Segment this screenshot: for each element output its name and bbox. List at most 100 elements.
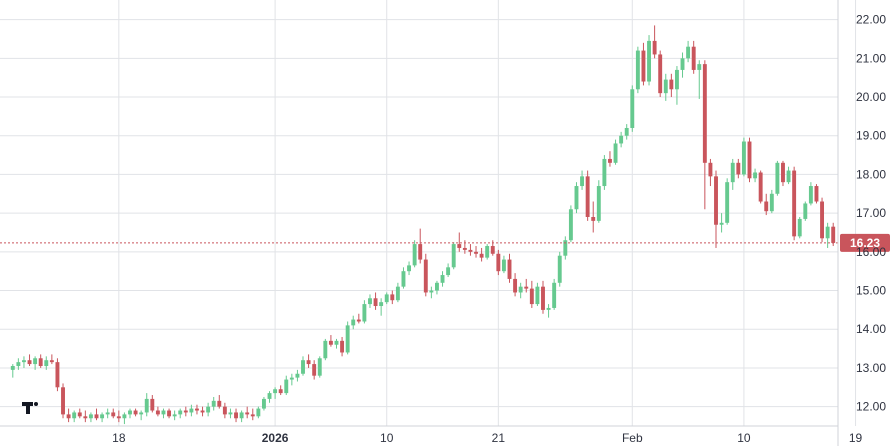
candle bbox=[725, 178, 730, 225]
candle bbox=[239, 410, 244, 423]
candle bbox=[195, 404, 199, 415]
candle-body bbox=[189, 408, 194, 413]
candle-body bbox=[66, 414, 71, 419]
candle-body bbox=[133, 410, 138, 415]
candle-body bbox=[278, 389, 283, 394]
candle bbox=[27, 354, 32, 367]
candle-body bbox=[496, 253, 501, 272]
candle-body bbox=[468, 249, 473, 252]
candle-body bbox=[680, 58, 685, 70]
candle-body bbox=[557, 255, 562, 283]
candle bbox=[697, 60, 702, 99]
candle bbox=[261, 396, 266, 411]
candle bbox=[708, 158, 713, 187]
candle-body bbox=[362, 304, 367, 322]
candle-body bbox=[524, 286, 529, 289]
candle-body bbox=[323, 340, 328, 359]
candle bbox=[234, 408, 238, 423]
candle-body bbox=[317, 358, 322, 376]
candle bbox=[429, 286, 434, 299]
candle-body bbox=[624, 127, 629, 136]
candle-body bbox=[239, 412, 244, 419]
candle-body bbox=[172, 414, 177, 417]
candle bbox=[217, 395, 222, 409]
candle bbox=[340, 336, 345, 357]
candle-body bbox=[334, 340, 339, 345]
candle bbox=[658, 50, 663, 98]
tradingview-logo-icon[interactable] bbox=[22, 402, 38, 414]
candle-body bbox=[390, 294, 395, 301]
y-tick-label: 19.00 bbox=[856, 129, 886, 143]
candle-body bbox=[407, 265, 412, 272]
candle-body bbox=[440, 275, 445, 283]
candle bbox=[289, 373, 294, 386]
candle bbox=[518, 282, 523, 299]
candle bbox=[122, 412, 127, 425]
candle bbox=[741, 137, 746, 177]
candle-body bbox=[77, 412, 82, 417]
candle-body bbox=[753, 172, 758, 179]
candle-body bbox=[423, 259, 428, 293]
candle-body bbox=[122, 414, 127, 419]
candle bbox=[820, 197, 825, 243]
candle bbox=[663, 73, 668, 101]
candle bbox=[635, 46, 640, 94]
candles bbox=[10, 25, 836, 425]
x-tick-label: Feb bbox=[622, 431, 643, 445]
candle-body bbox=[529, 288, 534, 305]
last-price-label: 16.23 bbox=[850, 236, 880, 250]
candle-body bbox=[808, 186, 813, 204]
candle bbox=[764, 193, 769, 216]
candle bbox=[200, 406, 205, 417]
candle-body bbox=[245, 412, 250, 415]
candle-body bbox=[769, 193, 774, 212]
candle bbox=[133, 408, 138, 417]
candle bbox=[312, 360, 317, 380]
candle-body bbox=[630, 89, 635, 128]
candle-body bbox=[351, 319, 356, 326]
candle bbox=[16, 358, 21, 370]
candle-body bbox=[295, 373, 300, 378]
candle bbox=[351, 315, 356, 330]
candle-body bbox=[155, 410, 160, 415]
candle bbox=[317, 356, 322, 378]
candle-body bbox=[434, 282, 439, 291]
candle-body bbox=[94, 414, 99, 419]
candle-body bbox=[44, 360, 49, 367]
candle-body bbox=[429, 290, 434, 293]
candle bbox=[574, 182, 579, 214]
candle bbox=[440, 271, 445, 287]
last-price-line: 16.23 bbox=[0, 233, 890, 252]
y-tick-label: 12.00 bbox=[856, 400, 886, 414]
candle-body bbox=[691, 46, 696, 70]
x-tick-label: 21 bbox=[492, 431, 506, 445]
candle bbox=[362, 300, 367, 324]
candle-body bbox=[289, 377, 294, 380]
tradingview-logo[interactable] bbox=[22, 402, 38, 414]
candle bbox=[334, 338, 339, 349]
candle bbox=[128, 408, 132, 419]
y-tick-label: 15.00 bbox=[856, 284, 886, 298]
candle-body bbox=[379, 302, 384, 307]
y-axis[interactable]: 12.00 13.00 14.00 15.00 16.00 17.00 18.00 19.00… bbox=[837, 0, 886, 446]
candle bbox=[608, 151, 612, 167]
candle bbox=[613, 139, 618, 165]
x-tick-label: 18 bbox=[112, 431, 126, 445]
candle bbox=[284, 375, 289, 396]
candle-body bbox=[100, 414, 105, 419]
candle-body bbox=[306, 360, 311, 365]
candle bbox=[808, 182, 813, 206]
candle-body bbox=[446, 267, 451, 276]
candle bbox=[563, 236, 568, 260]
candle bbox=[384, 292, 389, 305]
candle bbox=[702, 60, 707, 210]
candle-body bbox=[267, 393, 272, 399]
x-axis[interactable]: 1820261021Feb1019Mar bbox=[0, 425, 894, 445]
candle-body bbox=[340, 340, 345, 353]
candle-body bbox=[730, 162, 735, 183]
candle-body bbox=[128, 410, 132, 415]
candle bbox=[691, 40, 696, 74]
candle bbox=[513, 273, 518, 297]
